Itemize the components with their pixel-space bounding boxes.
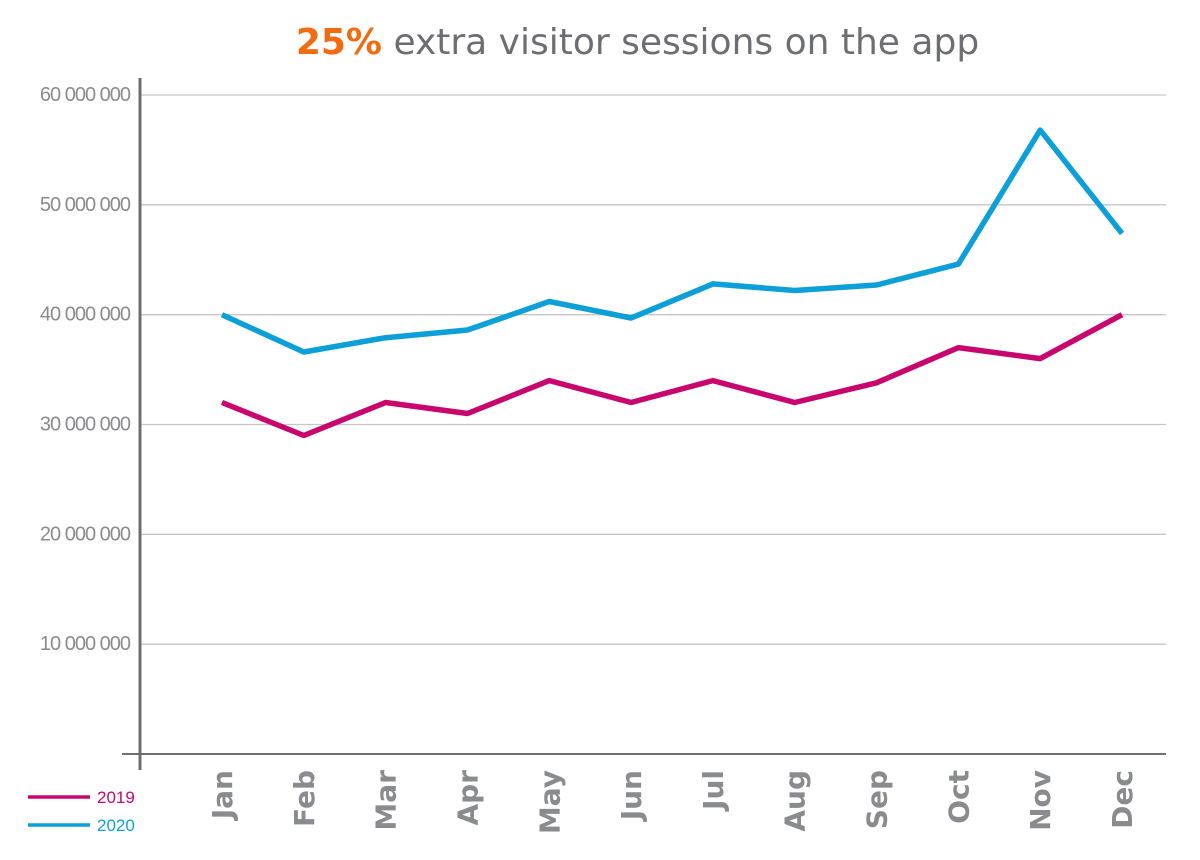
y-tick-label: 50 000 000 bbox=[40, 194, 131, 216]
axes bbox=[122, 78, 1166, 770]
x-tick-labels: Jan Feb Mar Apr May Jun Jul Aug Sep Oct Nov Dec bbox=[206, 770, 1139, 834]
x-tick-label: Feb bbox=[288, 770, 321, 827]
x-tick-label: Mar bbox=[370, 770, 403, 831]
legend-label-2019: 2019 bbox=[97, 788, 135, 807]
series-lines bbox=[220, 127, 1125, 439]
y-tick-label: 60 000 000 bbox=[40, 84, 131, 106]
gridlines bbox=[140, 94, 1166, 645]
x-tick-label: May bbox=[533, 770, 566, 834]
x-tick-label: Jul bbox=[697, 770, 730, 812]
title-highlight: 25% bbox=[295, 22, 382, 63]
chart-title: 25% extra visitor sessions on the app bbox=[0, 22, 1200, 63]
y-tick-label: 20 000 000 bbox=[40, 523, 131, 545]
legend-label-2020: 2020 bbox=[97, 816, 135, 835]
x-tick-label: Aug bbox=[779, 770, 812, 832]
series-line-2019 bbox=[220, 312, 1124, 439]
x-tick-label: Jun bbox=[615, 770, 648, 822]
x-tick-label: Nov bbox=[1024, 770, 1057, 831]
series-line-2020 bbox=[220, 127, 1125, 355]
x-tick-label: Jan bbox=[206, 770, 239, 821]
title-text: extra visitor sessions on the app bbox=[382, 22, 980, 63]
y-tick-labels: 10 000 000 20 000 000 30 000 000 40 000 000… bbox=[40, 84, 132, 655]
x-tick-label: Oct bbox=[942, 770, 975, 824]
y-tick-label: 10 000 000 bbox=[40, 633, 131, 655]
x-tick-label: Apr bbox=[451, 770, 484, 826]
x-tick-label: Dec bbox=[1106, 770, 1139, 829]
y-tick-label: 40 000 000 bbox=[40, 304, 131, 326]
x-tick-label: Sep bbox=[861, 770, 894, 829]
y-tick-label: 30 000 000 bbox=[40, 414, 131, 436]
legend: 2019 2020 bbox=[28, 788, 135, 835]
